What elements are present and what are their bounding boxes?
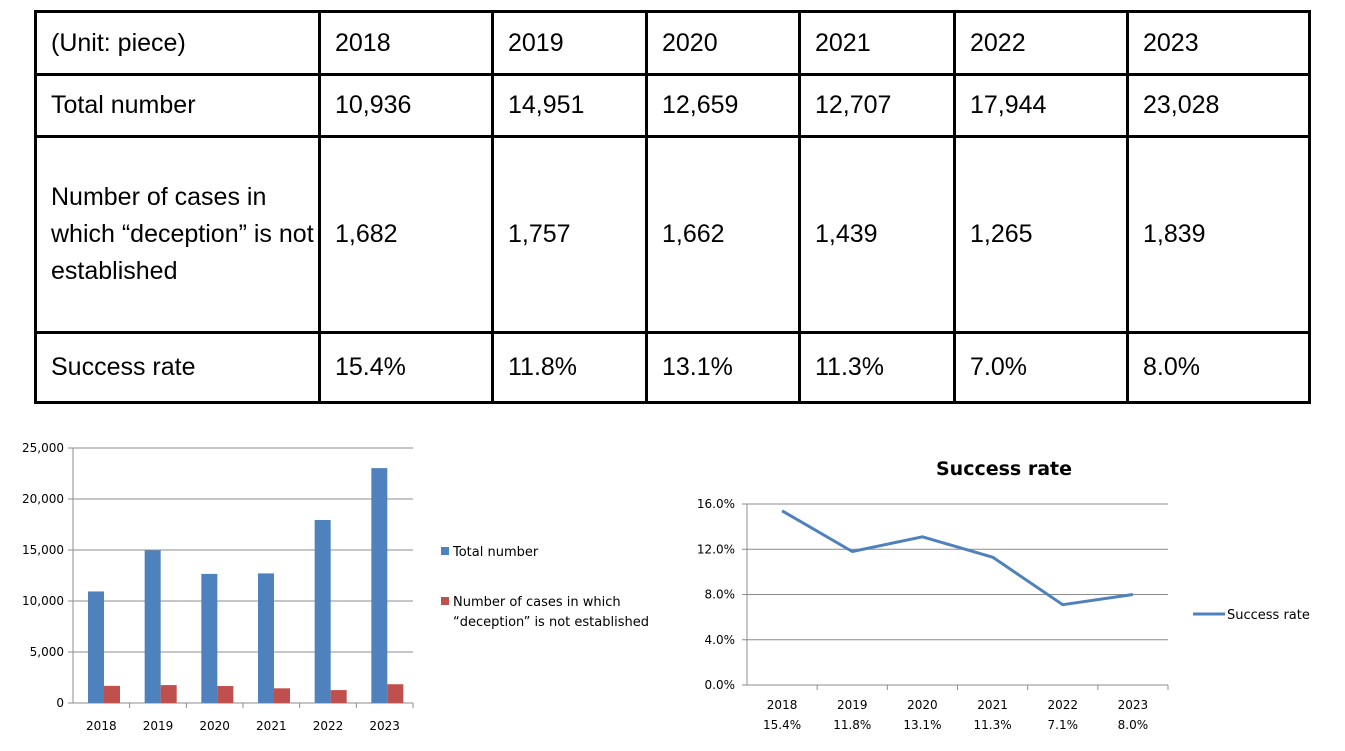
x-tick-sublabel: 8.0% (1118, 718, 1149, 732)
table-cell: 7.0% (953, 331, 1129, 404)
table-cell: 14,951 (491, 73, 648, 138)
table-cell: 23,028 (1126, 73, 1311, 138)
bar-not-established (217, 686, 234, 703)
x-tick-label: 2021 (977, 698, 1008, 712)
x-tick-label: 2021 (256, 719, 287, 733)
legend-label-not-established-line2: “deception” is not established (453, 615, 649, 630)
table-cell: 1,757 (491, 135, 648, 334)
x-tick-label: 2018 (86, 719, 117, 733)
legend-label-total-number: Total number (452, 545, 539, 560)
row-label: Success rate (34, 331, 321, 404)
table-cell: 1,265 (953, 135, 1129, 334)
table-cell: 10,936 (318, 73, 494, 138)
table-cell: 11.8% (491, 331, 648, 404)
table-cell: 1,662 (645, 135, 801, 334)
x-tick-label: 2023 (369, 719, 400, 733)
legend-label-success-rate: Success rate (1227, 608, 1310, 623)
header-cell-year: 2021 (798, 10, 956, 76)
table-cell: 12,707 (798, 73, 956, 138)
bar-total-number (258, 573, 274, 703)
bar-total-number (144, 550, 161, 703)
y-tick-label: 25,000 (22, 441, 64, 455)
chart-title: Success rate (936, 458, 1072, 480)
x-tick-sublabel: 11.8% (833, 718, 871, 732)
header-cell-year: 2022 (953, 10, 1129, 76)
x-tick-label: 2019 (837, 698, 868, 712)
x-tick-label: 2023 (1118, 698, 1149, 712)
y-tick-label: 15,000 (22, 543, 64, 557)
legend-label-not-established: Number of cases in which (453, 595, 621, 610)
table-cell: 1,839 (1126, 135, 1311, 334)
bar-total-number (88, 591, 104, 703)
bar-total-number (201, 573, 218, 703)
y-tick-label: 0 (56, 696, 64, 710)
y-tick-label: 16.0% (697, 497, 735, 511)
x-tick-label: 2022 (1047, 698, 1078, 712)
bar-total-number (314, 519, 331, 703)
x-tick-label: 2020 (907, 698, 938, 712)
x-tick-sublabel: 7.1% (1048, 718, 1079, 732)
legend-swatch-not-established (441, 597, 449, 605)
bar-total-number (371, 468, 388, 703)
row-label: Total number (34, 73, 321, 138)
header-cell-year: 2020 (645, 10, 801, 76)
data-table: (Unit: piece) 2018 2019 2020 2021 2022 2… (34, 10, 1311, 404)
x-tick-label: 2020 (199, 719, 230, 733)
y-tick-label: 0.0% (705, 678, 736, 692)
bar-not-established (330, 690, 347, 703)
table-cell: 13.1% (645, 331, 801, 404)
bar-not-established (274, 688, 290, 703)
header-cell-year: 2023 (1126, 10, 1311, 76)
table-cell: 1,682 (318, 135, 494, 334)
x-tick-sublabel: 15.4% (763, 718, 801, 732)
y-tick-label: 10,000 (22, 594, 64, 608)
table-row-deception: Number of cases in which “deception” is … (34, 135, 1311, 334)
y-tick-label: 20,000 (22, 492, 64, 506)
table-cell: 11.3% (798, 331, 956, 404)
y-tick-label: 12.0% (697, 542, 735, 556)
header-cell-year: 2019 (491, 10, 648, 76)
table-cell: 15.4% (318, 331, 494, 404)
row-label: Number of cases in which “deception” is … (34, 135, 321, 334)
header-cell-year: 2018 (318, 10, 494, 76)
table-row-total: Total number 10,936 14,951 12,659 12,707… (34, 73, 1311, 138)
table-header-row: (Unit: piece) 2018 2019 2020 2021 2022 2… (34, 10, 1311, 76)
table-cell: 17,944 (953, 73, 1129, 138)
table-row-success-rate: Success rate 15.4% 11.8% 13.1% 11.3% 7.0… (34, 331, 1311, 404)
line-success-rate (781, 509, 1134, 607)
header-cell-unit: (Unit: piece) (34, 10, 321, 76)
y-tick-label: 8.0% (705, 588, 736, 602)
x-tick-sublabel: 11.3% (974, 718, 1012, 732)
x-tick-label: 2019 (143, 719, 174, 733)
y-tick-label: 5,000 (30, 645, 64, 659)
bar-not-established (160, 685, 177, 703)
y-tick-label: 4.0% (705, 633, 736, 647)
bar-not-established (387, 684, 404, 703)
table-cell: 8.0% (1126, 331, 1311, 404)
x-tick-label: 2022 (313, 719, 344, 733)
x-tick-label: 2018 (767, 698, 798, 712)
legend-swatch-total-number (441, 547, 449, 555)
bar-not-established (104, 685, 120, 703)
table-cell: 1,439 (798, 135, 956, 334)
x-tick-sublabel: 13.1% (903, 718, 941, 732)
table-cell: 12,659 (645, 73, 801, 138)
